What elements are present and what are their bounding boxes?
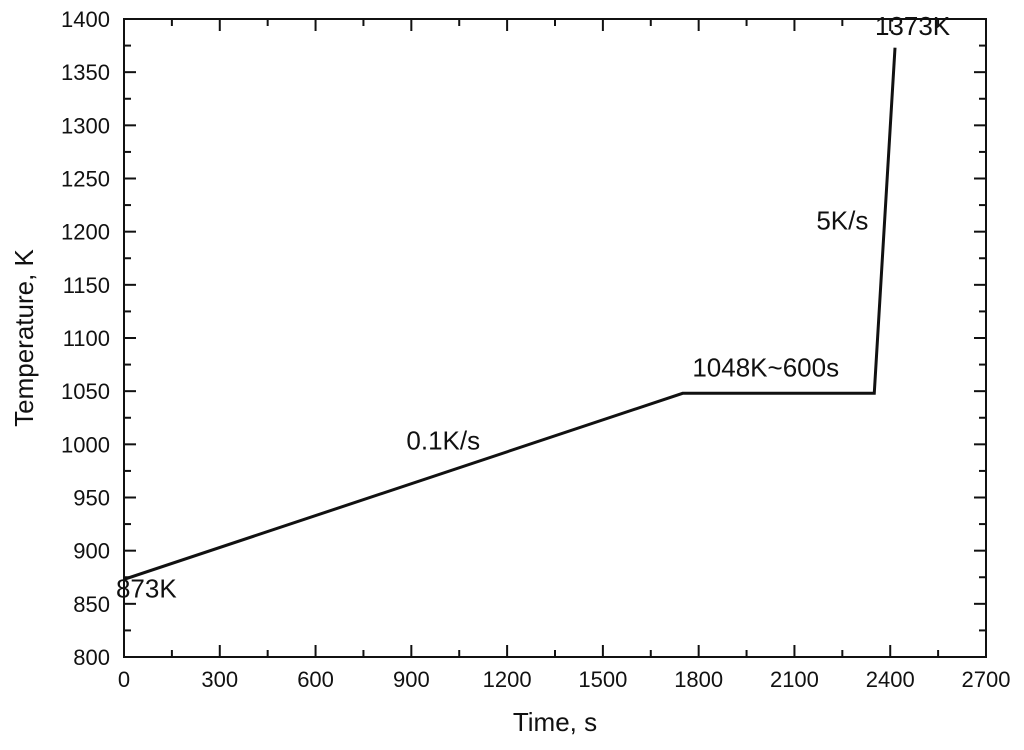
x-tick-label: 300: [201, 667, 238, 692]
annotation-label: 1048K~600s: [692, 352, 839, 382]
annotation-label: 1373K: [875, 11, 951, 41]
x-tick-label: 900: [393, 667, 430, 692]
x-tick-label: 1500: [578, 667, 627, 692]
x-tick-label: 2700: [962, 667, 1011, 692]
x-tick-label: 1800: [674, 667, 723, 692]
y-tick-label: 1350: [61, 60, 110, 85]
x-axis-ticks: 0 300 600 900 1200 1500 1800 2100 2400 2700: [118, 19, 1011, 692]
series-group: [123, 47, 897, 581]
x-tick-label: 0: [118, 667, 130, 692]
y-tick-label: 1050: [61, 379, 110, 404]
x-tick-label: 1200: [483, 667, 532, 692]
y-tick-label: 1300: [61, 113, 110, 138]
y-tick-label: 1000: [61, 432, 110, 457]
y-axis-title: Temperature, K: [9, 248, 39, 426]
temperature-profile-line: [123, 47, 897, 581]
annotation-label: 0.1K/s: [406, 426, 480, 456]
y-tick-label: 1400: [61, 7, 110, 32]
annotation-label: 873K: [116, 573, 177, 603]
y-tick-label: 950: [73, 486, 110, 511]
x-tick-label: 2400: [866, 667, 915, 692]
y-tick-label: 1200: [61, 220, 110, 245]
y-tick-label: 1100: [63, 326, 110, 351]
annotations-group: 873K 0.1K/s 1048K~600s 5K/s 1373K: [116, 11, 951, 604]
y-axis-ticks: 800 850 900 950 1000 1050 1100 1150 1200 1250 1300…: [61, 7, 986, 670]
y-tick-label: 850: [73, 592, 110, 617]
x-axis-title: Time, s: [513, 707, 597, 737]
annotation-label: 5K/s: [816, 206, 868, 236]
y-tick-label: 900: [73, 539, 110, 564]
x-tick-label: 2100: [770, 667, 819, 692]
y-tick-label: 800: [73, 645, 110, 670]
y-tick-label: 1150: [63, 273, 110, 298]
plot-frame: [123, 18, 987, 658]
y-tick-label: 1250: [61, 167, 110, 192]
x-tick-label: 600: [297, 667, 334, 692]
